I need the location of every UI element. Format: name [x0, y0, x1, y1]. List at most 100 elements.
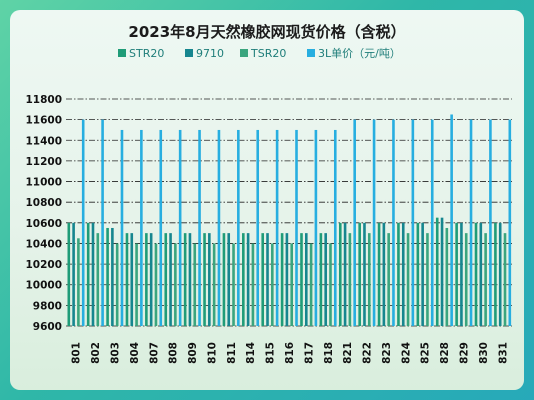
y-tick-label: 9600 [33, 321, 62, 333]
bar-818-3 [333, 129, 337, 326]
bar-821-2 [348, 233, 352, 326]
x-tick-label: 817 [303, 342, 315, 364]
x-tick-label: 829 [459, 342, 471, 364]
bar-808-0 [164, 233, 168, 326]
bar-824-0 [397, 222, 400, 326]
bar-821-0 [338, 222, 342, 326]
bar-824-3 [411, 119, 415, 327]
bar-823-1 [382, 222, 386, 326]
bar-801-1 [72, 222, 75, 326]
bar-808-1 [169, 233, 172, 326]
bar-802-1 [91, 222, 95, 326]
bar-825-0 [416, 222, 420, 326]
y-axis: 11800 11600 11400 11200 11000 10800 10600 10400… [25, 94, 62, 333]
bar-822-1 [363, 222, 366, 326]
bar-823-2 [387, 233, 390, 326]
bar-821-3 [353, 119, 356, 327]
x-tick-label: 830 [478, 342, 490, 364]
bar-810-2 [212, 243, 216, 326]
x-tick-label: 831 [497, 342, 509, 364]
bar-825-1 [421, 222, 424, 326]
bar-801-0 [67, 222, 71, 326]
chart-title: 2023年8月天然橡胶网现货价格（含税） [128, 23, 405, 41]
legend-label-2: TSR20 [250, 47, 286, 60]
bar-829-3 [469, 119, 473, 327]
bar-828-2 [445, 227, 449, 326]
bar-807-2 [154, 243, 158, 326]
bar-815-0 [261, 233, 265, 326]
y-tick-label: 10600 [25, 218, 62, 230]
y-tick-label: 10800 [25, 197, 62, 209]
bar-818-1 [324, 233, 327, 326]
x-tick-label: 808 [168, 342, 180, 364]
legend-label-1: 9710 [196, 47, 224, 60]
y-tick-label: 11800 [25, 94, 62, 106]
y-tick-label: 11000 [25, 177, 62, 189]
bar-807-0 [145, 233, 148, 326]
x-tick-label: 811 [226, 342, 238, 364]
bar-829-0 [455, 222, 458, 326]
bar-815-1 [266, 233, 269, 326]
x-tick-label: 803 [109, 342, 121, 364]
bar-830-2 [484, 233, 487, 326]
bar-801-3 [81, 119, 85, 327]
bar-803-2 [115, 243, 119, 326]
bar-803-1 [111, 227, 114, 326]
bar-814-3 [256, 129, 260, 326]
bar-830-3 [489, 119, 492, 327]
legend: STR20 9710 TSR20 3L单价（元/吨） [118, 47, 401, 60]
bar-825-2 [426, 233, 429, 326]
bar-816-3 [295, 129, 298, 326]
bar-809-1 [188, 233, 192, 326]
bar-807-3 [159, 129, 163, 326]
x-tick-label: 828 [439, 342, 451, 364]
bar-804-2 [135, 243, 138, 326]
bar-822-3 [372, 119, 376, 327]
legend-swatch-2 [240, 49, 248, 57]
x-tick-label: 809 [187, 342, 199, 364]
bar-829-2 [464, 233, 468, 326]
bar-811-1 [227, 233, 231, 326]
bar-828-0 [435, 217, 439, 326]
bar-821-1 [343, 222, 347, 326]
bar-831-0 [494, 222, 497, 326]
bar-831-1 [498, 222, 502, 326]
x-tick-label: 815 [265, 342, 277, 364]
legend-swatch-3 [307, 49, 315, 57]
bar-811-3 [237, 129, 240, 326]
bar-823-0 [377, 222, 381, 326]
x-tick-label: 816 [284, 342, 296, 364]
chart-panel [10, 10, 524, 390]
bar-822-0 [358, 222, 361, 326]
x-tick-label: 804 [129, 342, 141, 364]
x-tick-label: 807 [148, 342, 160, 364]
bar-804-0 [125, 233, 129, 326]
bar-828-3 [450, 114, 453, 327]
bar-831-2 [503, 233, 507, 326]
x-tick-label: 821 [342, 342, 354, 364]
y-tick-label: 10200 [25, 259, 62, 271]
bar-807-1 [149, 233, 153, 326]
bar-817-1 [304, 233, 308, 326]
bar-814-0 [242, 233, 245, 326]
legend-label-3: 3L单价（元/吨） [318, 47, 401, 60]
bar-817-2 [309, 243, 313, 326]
x-tick-label: 814 [245, 342, 257, 364]
bar-830-1 [479, 222, 483, 326]
bar-802-0 [86, 222, 90, 326]
bar-811-2 [232, 243, 235, 326]
x-tick-label: 823 [381, 342, 393, 364]
y-tick-label: 11200 [25, 156, 62, 168]
x-axis: 801 802 803 804 807 808 809 810 811 814 815 816 817 8… [71, 342, 510, 364]
bar-810-3 [217, 129, 221, 326]
bar-801-2 [77, 238, 80, 326]
y-tick-label: 11400 [25, 135, 62, 147]
bar-818-2 [329, 243, 332, 326]
bar-802-3 [101, 119, 104, 327]
bar-817-0 [300, 233, 303, 326]
bar-824-1 [401, 222, 405, 326]
bar-831-3 [508, 119, 512, 327]
bar-823-3 [392, 119, 395, 327]
